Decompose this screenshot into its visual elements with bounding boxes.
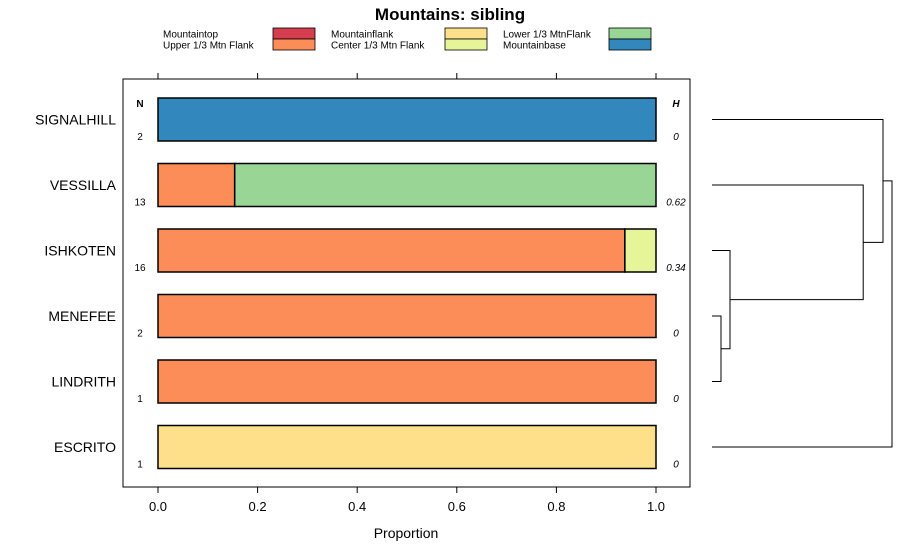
category-label-signalhill: SIGNALHILL xyxy=(35,112,116,128)
bar-segment-vessilla-upper-1-3-mtn-flank xyxy=(157,162,236,208)
h-column-header: H xyxy=(672,99,680,110)
legend-swatch-lower-1-3-mtnflank xyxy=(608,27,652,40)
bar-segment-vessilla-lower-1-3-mtnflank xyxy=(233,162,657,208)
chart-title: Mountains: sibling xyxy=(375,5,525,24)
h-value-escrito: 0 xyxy=(673,460,679,471)
x-tick-label-1-0: 1.0 xyxy=(647,499,665,514)
category-label-ishkoten: ISHKOTEN xyxy=(44,243,116,259)
legend-swatch-upper-1-3-mtn-flank xyxy=(272,38,316,51)
plot-frame xyxy=(122,78,691,488)
n-value-menefee: 2 xyxy=(137,329,143,340)
legend-label-mountainbase: Mountainbase xyxy=(503,41,566,52)
n-column-header: N xyxy=(136,99,143,110)
x-tick-label-0-6: 0.6 xyxy=(448,499,466,514)
x-tick-label-0-8: 0.8 xyxy=(547,499,565,514)
h-value-ishkoten: 0.34 xyxy=(666,263,686,274)
category-label-vessilla: VESSILLA xyxy=(50,177,117,193)
x-tick-label-0-4: 0.4 xyxy=(348,499,366,514)
legend-label-lower-1-3-mtnflank: Lower 1/3 MtnFlank xyxy=(503,30,592,41)
bar-segment-escrito-mountainflank xyxy=(157,424,657,470)
legend-label-mountaintop: Mountaintop xyxy=(163,30,218,41)
x-tick-label-0-2: 0.2 xyxy=(249,499,267,514)
legend-swatch-mountainflank xyxy=(444,27,488,40)
category-label-lindrith: LINDRITH xyxy=(51,374,116,390)
dendrogram-branch-1 xyxy=(712,315,722,382)
x-axis: 0.0 0.2 0.4 0.6 0.8 1.0 xyxy=(149,73,665,514)
dendrogram xyxy=(712,119,893,448)
n-value-escrito: 1 xyxy=(137,460,143,471)
n-value-ishkoten: 16 xyxy=(134,263,146,274)
bar-segment-signalhill-mountainbase xyxy=(157,97,657,142)
category-label-menefee: MENEFEE xyxy=(48,308,116,324)
legend-label-center-1-3-mtn-flank: Center 1/3 Mtn Flank xyxy=(331,41,425,52)
dendrogram-branch-3 xyxy=(712,184,864,301)
category-label-escrito: ESCRITO xyxy=(54,439,116,455)
n-value-lindrith: 1 xyxy=(137,394,143,405)
dendrogram-branch-5 xyxy=(712,180,893,448)
n-value-signalhill: 2 xyxy=(137,132,143,143)
bar-segment-ishkoten-center-1-3-mtn-flank xyxy=(624,228,657,273)
dendrogram-branch-4 xyxy=(712,119,884,243)
bars-group: SIGNALHILL 2 0 VESSILLA 13 0.62 ISHKOTEN 16 0.34… xyxy=(35,97,686,471)
legend-swatch-mountainbase xyxy=(608,38,652,51)
x-axis-label: Proportion xyxy=(374,525,439,541)
h-value-vessilla: 0.62 xyxy=(666,198,686,209)
legend-label-mountainflank: Mountainflank xyxy=(331,30,394,41)
h-value-menefee: 0 xyxy=(673,329,679,340)
x-tick-label-0-0: 0.0 xyxy=(149,499,167,514)
h-value-signalhill: 0 xyxy=(673,132,679,143)
bar-segment-lindrith-upper-1-3-mtn-flank xyxy=(157,359,657,404)
h-value-lindrith: 0 xyxy=(673,394,679,405)
legend-swatch-center-1-3-mtn-flank xyxy=(444,38,488,51)
n-value-vessilla: 13 xyxy=(134,198,146,209)
bar-segment-menefee-upper-1-3-mtn-flank xyxy=(157,293,657,339)
legend-label-upper-1-3-mtn-flank: Upper 1/3 Mtn Flank xyxy=(163,41,255,52)
bar-segment-ishkoten-upper-1-3-mtn-flank xyxy=(157,228,626,273)
legend-swatch-mountaintop xyxy=(272,27,316,40)
